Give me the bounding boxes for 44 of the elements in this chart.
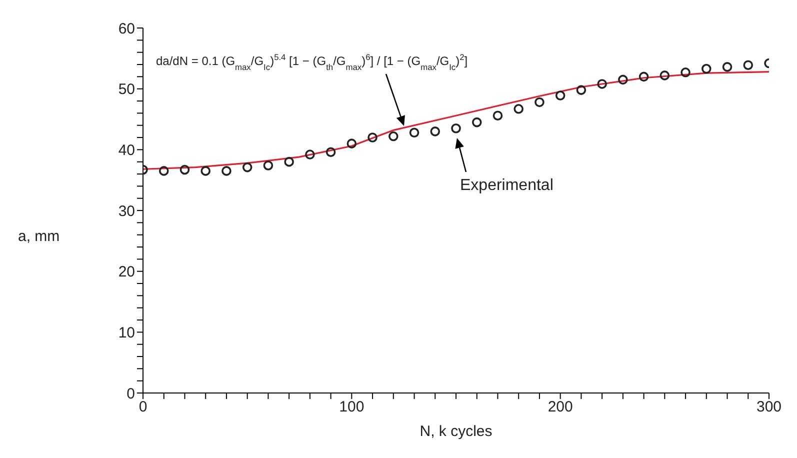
y-tick-label: 40	[118, 142, 135, 159]
x-tick-label: 200	[548, 398, 573, 416]
point	[222, 166, 232, 176]
point	[368, 132, 378, 142]
x-tick-label: 300	[756, 398, 782, 416]
point	[200, 166, 210, 176]
point	[388, 131, 398, 142]
point	[702, 64, 712, 74]
x-axis-title: N, k cycles	[420, 423, 492, 440]
point	[680, 68, 690, 78]
point	[409, 128, 420, 138]
point	[576, 85, 586, 95]
point	[660, 70, 670, 80]
point	[242, 162, 252, 172]
point	[534, 97, 544, 108]
x-tick-label: 0	[138, 398, 148, 416]
point	[597, 79, 607, 89]
y-tick-label: 0	[126, 385, 135, 402]
point	[451, 123, 461, 134]
point	[326, 147, 336, 157]
point	[638, 72, 649, 82]
y-tick-label: 20	[118, 264, 135, 281]
point	[722, 62, 732, 72]
y-tick-label: 50	[118, 81, 135, 98]
point	[555, 90, 566, 100]
point	[618, 74, 628, 85]
point	[180, 164, 190, 175]
y-axis-title: a, mm	[18, 228, 60, 245]
y-tick-label: 30	[118, 202, 135, 220]
point	[430, 126, 440, 136]
annotation: Experimental	[460, 177, 554, 194]
y-tick-label: 60	[118, 20, 135, 38]
point	[263, 160, 274, 170]
point	[743, 60, 754, 70]
point	[346, 138, 357, 148]
text: da/dN = 0.1 (G$_{max}$/G$_{Ic}$)$^{5.4}$ [1 − (G$_{th}$/G$_{max}$)$^{6}$] / [1 − (G$_{max}$/G$_{Ic}$)$^{2}$]	[156, 52, 468, 72]
y-tick-label: 10	[118, 324, 135, 342]
x-tick-label: 100	[339, 398, 364, 416]
point	[492, 110, 503, 120]
point	[284, 156, 294, 167]
point	[472, 117, 482, 128]
point	[305, 150, 315, 160]
point	[514, 104, 524, 114]
point	[158, 166, 169, 176]
